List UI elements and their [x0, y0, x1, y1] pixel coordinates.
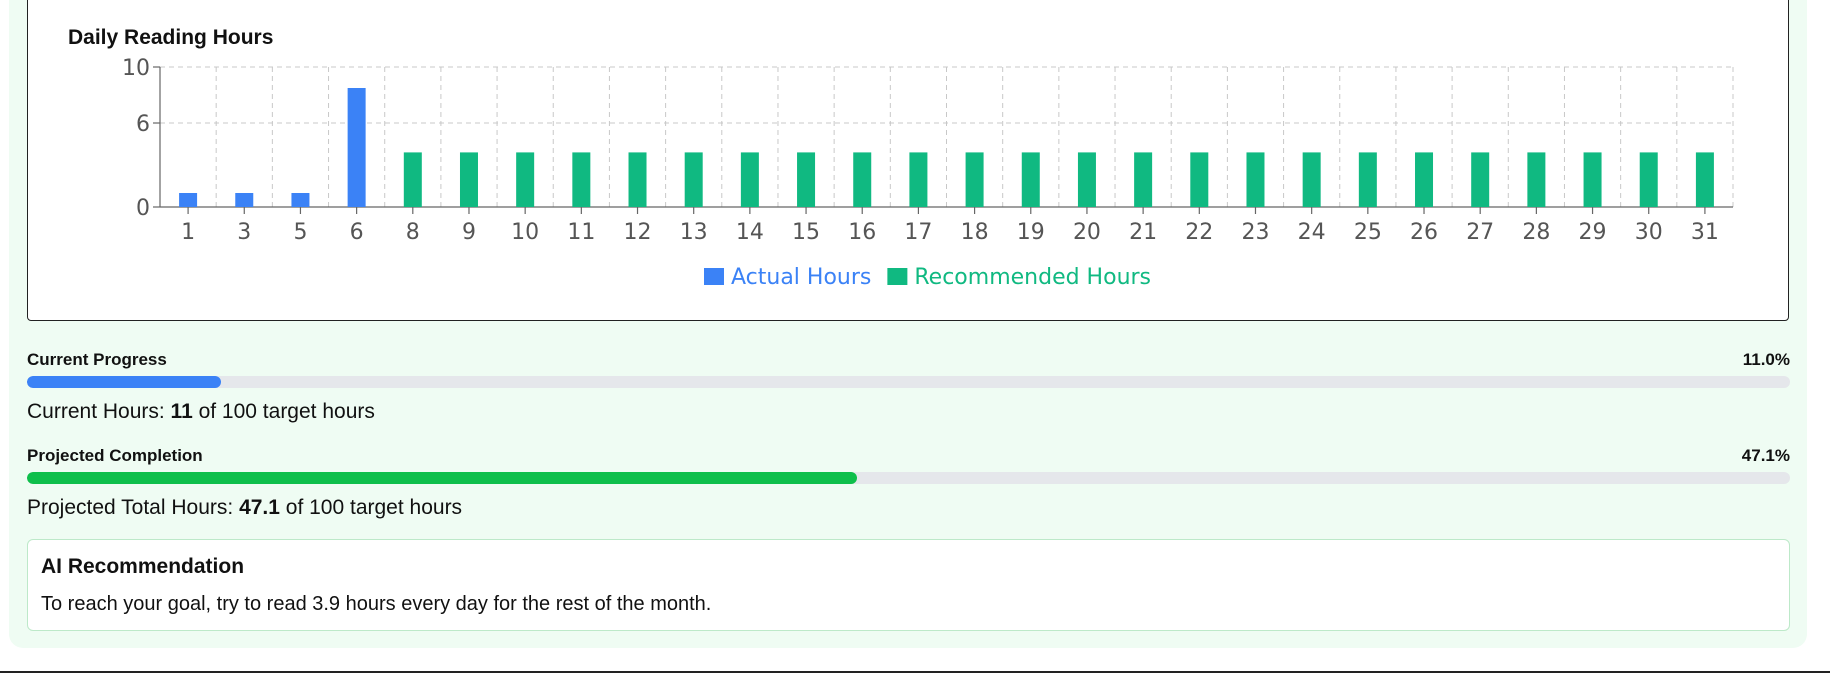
current-hours-prefix: Current Hours:: [27, 400, 171, 423]
actual-hours-bar: [179, 193, 198, 207]
x-tick-label: 31: [1691, 220, 1719, 245]
page-bottom-border: [0, 671, 1830, 673]
projected-completion-percent: 47.1%: [1741, 446, 1790, 465]
projected-hours-text: Projected Total Hours: 47.1 of 100 targe…: [27, 496, 462, 520]
x-tick-label: 24: [1298, 220, 1326, 245]
x-tick-label: 30: [1635, 220, 1663, 245]
x-tick-label: 25: [1354, 220, 1382, 245]
current-progress-bar: [27, 376, 1790, 388]
legend-label-actual: Actual Hours: [731, 265, 871, 290]
x-tick-label: 5: [293, 220, 307, 245]
x-tick-label: 6: [350, 220, 364, 245]
chart-title: Daily Reading Hours: [68, 26, 274, 49]
x-tick-label: 9: [462, 220, 476, 245]
recommended-hours-bar: [909, 152, 928, 207]
x-tick-label: 1: [181, 220, 195, 245]
legend-label-recommended: Recommended Hours: [914, 265, 1151, 290]
projected-completion-bar: [27, 472, 1790, 484]
recommended-hours-bar: [1021, 152, 1040, 207]
x-tick-label: 12: [624, 220, 652, 245]
recommended-hours-bar: [797, 152, 816, 207]
legend-swatch-actual: [704, 268, 724, 285]
recommended-hours-bar: [1639, 152, 1658, 207]
recommended-hours-bar: [628, 152, 647, 207]
ai-recommendation-text: To reach your goal, try to read 3.9 hour…: [41, 593, 712, 615]
actual-hours-bar: [235, 193, 254, 207]
recommended-hours-bar: [1190, 152, 1209, 207]
x-tick-label: 26: [1410, 220, 1438, 245]
x-tick-label: 27: [1466, 220, 1494, 245]
current-hours-value: 11: [170, 400, 193, 423]
x-tick-label: 3: [237, 220, 251, 245]
actual-hours-bar: [347, 88, 366, 207]
recommended-hours-bar: [1134, 152, 1153, 207]
recommended-hours-bar: [403, 152, 422, 207]
x-tick-label: 8: [406, 220, 420, 245]
recommended-hours-bar: [459, 152, 478, 207]
recommended-hours-bar: [1695, 152, 1714, 207]
x-tick-label: 18: [961, 220, 989, 245]
x-tick-label: 13: [680, 220, 708, 245]
recommended-hours-bar: [740, 152, 759, 207]
x-tick-label: 21: [1129, 220, 1157, 245]
recommended-hours-bar: [1527, 152, 1546, 207]
ai-recommendation-card: AI Recommendation To reach your goal, tr…: [27, 539, 1790, 631]
x-tick-label: 22: [1185, 220, 1213, 245]
projected-hours-prefix: Projected Total Hours:: [27, 496, 240, 519]
x-tick-label: 11: [567, 220, 595, 245]
x-tick-label: 19: [1017, 220, 1045, 245]
x-tick-label: 29: [1579, 220, 1607, 245]
actual-hours-bar: [291, 193, 310, 207]
current-hours-text: Current Hours: 11 of 100 target hours: [27, 400, 375, 424]
x-tick-label: 17: [904, 220, 932, 245]
recommended-hours-bar: [853, 152, 872, 207]
projected-completion-fill: [27, 472, 858, 484]
current-hours-suffix: of 100 target hours: [192, 400, 375, 423]
x-tick-label: 16: [848, 220, 876, 245]
recommended-hours-bar: [572, 152, 591, 207]
current-progress-percent: 11.0%: [1742, 350, 1790, 369]
legend-swatch-recommended: [887, 268, 908, 285]
y-tick-label: 0: [136, 196, 150, 221]
recommended-hours-bar: [1246, 152, 1265, 207]
projected-hours-suffix: of 100 target hours: [279, 496, 463, 519]
chart-card: Daily Reading Hours 0 6 10 1 3 5 6 8 9 10 11 12 13 14…: [27, 0, 1789, 321]
x-tick-label: 14: [736, 220, 764, 245]
recommended-hours-bar: [965, 152, 984, 207]
current-progress-label: Current Progress: [27, 350, 167, 369]
projected-completion-label: Projected Completion: [27, 446, 203, 465]
recommended-hours-bar: [1415, 152, 1434, 207]
projected-hours-value: 47.1: [239, 496, 280, 519]
recommended-hours-bar: [1302, 152, 1321, 207]
x-tick-label: 20: [1073, 220, 1101, 245]
y-tick-label: 6: [136, 112, 150, 137]
x-tick-label: 15: [792, 220, 820, 245]
recommended-hours-bar: [1471, 152, 1490, 207]
recommended-hours-bar: [684, 152, 703, 207]
recommended-hours-bar: [1358, 152, 1377, 207]
recommended-hours-bar: [1583, 152, 1602, 207]
recommended-hours-bar: [516, 152, 535, 207]
x-tick-label: 10: [511, 220, 539, 245]
y-tick-label: 10: [122, 56, 150, 81]
current-progress-fill: [27, 376, 221, 388]
ai-recommendation-title: AI Recommendation: [41, 555, 245, 578]
x-tick-label: 23: [1241, 220, 1269, 245]
recommended-hours-bar: [1077, 152, 1096, 207]
x-tick-label: 28: [1522, 220, 1550, 245]
